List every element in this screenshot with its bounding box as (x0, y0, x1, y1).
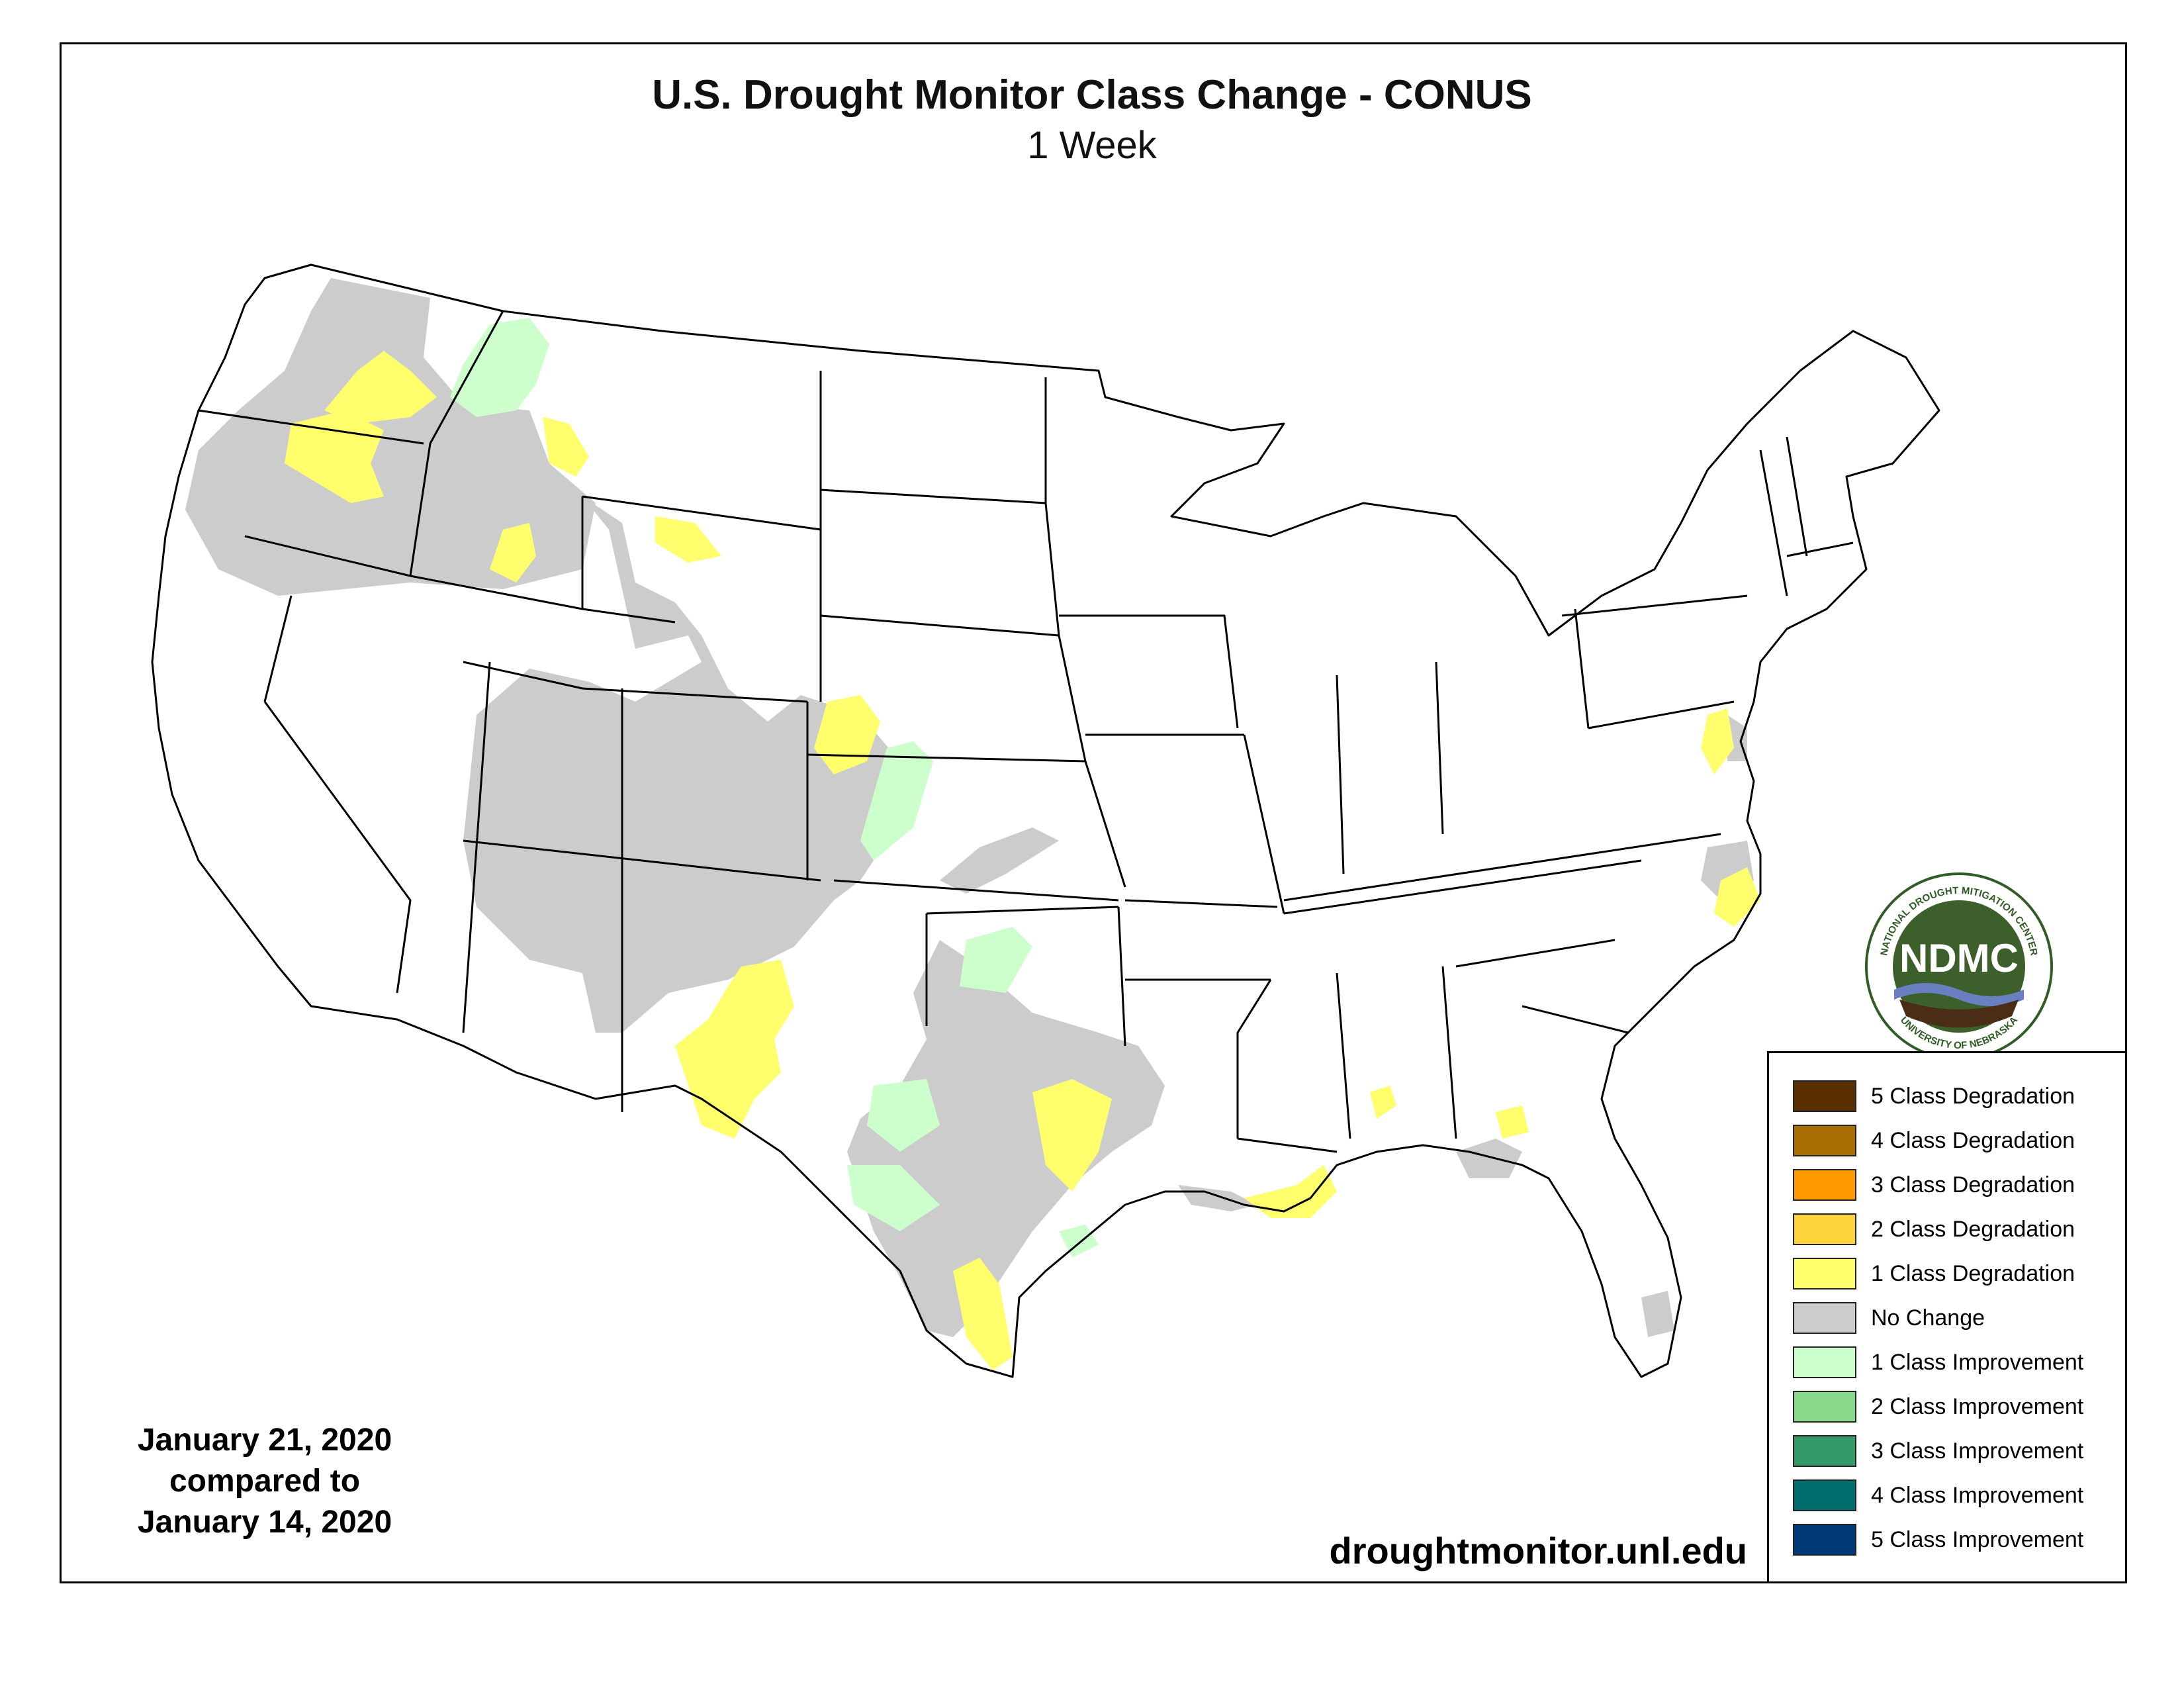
no-change-great-basin-southwest (463, 496, 913, 1033)
no-change-pacific-northwest (185, 278, 596, 596)
legend-swatch (1793, 1524, 1856, 1556)
no-change-north-florida (1456, 1139, 1522, 1178)
legend-swatch (1793, 1391, 1856, 1423)
degradation-maryland (1701, 708, 1734, 774)
legend-item: 1 Class Degradation (1793, 1257, 2075, 1290)
compared-to-label: compared to (169, 1464, 361, 1499)
legend-swatch (1793, 1213, 1856, 1245)
legend-item: 4 Class Degradation (1793, 1124, 2075, 1157)
previous-date: January 14, 2020 (137, 1505, 392, 1540)
legend-label: 3 Class Degradation (1871, 1172, 2075, 1197)
current-date: January 21, 2020 (137, 1423, 392, 1458)
logo-acronym: NDMC (1899, 936, 2019, 980)
legend-item: 5 Class Improvement (1793, 1523, 2083, 1556)
legend-label: 5 Class Improvement (1871, 1526, 2084, 1552)
legend-label: 5 Class Degradation (1871, 1083, 2075, 1109)
map-title: U.S. Drought Monitor Class Change - CONU… (652, 72, 1532, 118)
logo-water (1894, 983, 2024, 1006)
legend-swatch (1793, 1258, 1856, 1289)
legend-swatch (1793, 1346, 1856, 1378)
degradation-alabama (1370, 1086, 1396, 1119)
improvement-texas-west (867, 1079, 940, 1152)
legend-label: No Change (1871, 1305, 1985, 1331)
degradation-washington (324, 351, 437, 424)
legend-label: 4 Class Improvement (1871, 1482, 2084, 1508)
legend-label: 1 Class Degradation (1871, 1260, 2075, 1286)
legend-label: 2 Class Degradation (1871, 1216, 2075, 1242)
no-change-texas (847, 940, 1165, 1337)
ndmc-logo: NDMC NATIONAL DROUGHT MITIGATION CENTER … (1865, 872, 2053, 1060)
legend-label: 4 Class Degradation (1871, 1127, 2075, 1153)
improvement-kansas-colorado (860, 741, 933, 861)
legend-swatch (1793, 1435, 1856, 1467)
improvement-texas-central (847, 1165, 940, 1231)
degradation-wyoming (655, 516, 721, 563)
conus-outline (151, 263, 1940, 1378)
degradation-louisiana (1244, 1165, 1337, 1218)
improvement-texas-coast (1059, 1225, 1099, 1258)
improvement-montana-north (450, 318, 549, 417)
legend-item: No Change (1793, 1301, 1985, 1335)
no-change-south-florida (1641, 1291, 1674, 1337)
legend-item: 5 Class Degradation (1793, 1080, 2075, 1113)
logo-earth (1899, 1000, 2019, 1028)
legend-label: 1 Class Improvement (1871, 1349, 2084, 1375)
state-lines (198, 310, 1854, 1153)
legend-item: 3 Class Degradation (1793, 1168, 2075, 1201)
degradation-georgia (1496, 1105, 1529, 1139)
legend-swatch (1793, 1080, 1856, 1112)
state-boundaries (151, 263, 1940, 1378)
degradation-idaho-south (490, 523, 536, 583)
legend-item: 2 Class Degradation (1793, 1213, 2075, 1246)
legend-label: 3 Class Improvement (1871, 1438, 2084, 1464)
map-subtitle: 1 Week (1027, 124, 1157, 167)
improvement-oklahoma (960, 927, 1032, 993)
legend-item: 1 Class Improvement (1793, 1346, 2083, 1379)
legend-swatch (1793, 1479, 1856, 1511)
legend-item: 4 Class Improvement (1793, 1479, 2083, 1512)
comparison-dates: January 21, 2020 compared to January 14,… (99, 1420, 430, 1543)
change-regions (185, 278, 1760, 1370)
no-change-kansas-band (940, 827, 1059, 894)
legend-swatch (1793, 1302, 1856, 1334)
degradation-texas-south (953, 1258, 1013, 1370)
degradation-north-carolina (1714, 867, 1760, 927)
legend-label: 2 Class Improvement (1871, 1393, 2084, 1419)
legend-item: 3 Class Improvement (1793, 1434, 2083, 1468)
degradation-idaho-panhandle (543, 417, 589, 477)
legend-item: 2 Class Improvement (1793, 1390, 2083, 1423)
legend-swatch (1793, 1169, 1856, 1201)
website-url[interactable]: droughtmonitor.unl.edu (1329, 1530, 1747, 1571)
legend-swatch (1793, 1125, 1856, 1156)
degradation-new-mexico-texas (675, 960, 794, 1139)
degradation-texas-central (1032, 1079, 1112, 1192)
legend: 5 Class Degradation 4 Class Degradation … (1767, 1051, 2127, 1583)
